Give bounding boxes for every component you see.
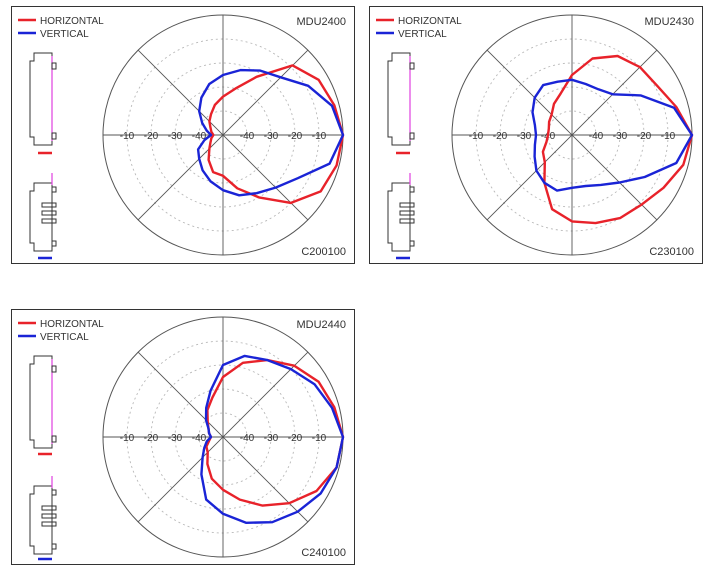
device-outline <box>29 355 53 449</box>
tick-label: -20 <box>493 131 508 142</box>
tick-label: -30 <box>168 131 183 142</box>
polar-chart-mdu2430: HORIZONTAL VERTICAL MDU2430 C230100 -10-… <box>376 14 694 260</box>
device-outline <box>387 182 411 252</box>
device-icon-horizontal <box>387 52 415 146</box>
device-outline <box>29 52 53 146</box>
legend-vertical-label: VERTICAL <box>40 29 89 40</box>
code-label: C240100 <box>301 547 346 559</box>
model-label: MDU2400 <box>296 16 346 28</box>
device-tab <box>51 132 57 140</box>
legend-vertical-label: VERTICAL <box>40 332 89 343</box>
polar-plot: -10 -20 -30 -40 -40 -30 -20 -10 <box>451 14 694 256</box>
tick-label: -10 <box>120 131 135 142</box>
antenna-pattern-panel-mdu2430: HORIZONTAL VERTICAL MDU2430 C230100 -10-… <box>369 6 703 264</box>
tick-label: -20 <box>637 131 652 142</box>
device-tab <box>51 365 57 373</box>
device-fin <box>41 513 57 519</box>
tick-label: -10 <box>120 433 135 444</box>
spoke-line <box>486 49 658 221</box>
device-tab <box>409 62 415 70</box>
tick-label: -20 <box>144 131 159 142</box>
tick-label: -20 <box>288 433 303 444</box>
device-icon-horizontal <box>29 52 57 146</box>
pattern-vertical-series <box>200 354 345 525</box>
tick-label: -30 <box>264 131 279 142</box>
device-fin <box>41 505 57 511</box>
tick-label: -40 <box>192 131 207 142</box>
device-tab <box>51 240 57 247</box>
tick-label: -30 <box>613 131 628 142</box>
pattern-horizontal-series <box>541 54 694 225</box>
device-tab <box>409 186 415 193</box>
polar-plot: -10 -20 -30 -40 -40 -30 -20 -10 <box>102 316 345 558</box>
tick-label: -10 <box>312 131 327 142</box>
device-tab <box>51 489 57 496</box>
tick-label: -10 <box>469 131 484 142</box>
device-icon-horizontal <box>29 355 57 449</box>
device-fin <box>399 218 415 224</box>
spoke-line <box>137 351 309 523</box>
spoke-line <box>137 49 309 221</box>
device-fin <box>41 218 57 224</box>
device-fin <box>41 521 57 527</box>
legend-vertical-label: VERTICAL <box>398 29 447 40</box>
device-outline <box>29 485 53 555</box>
code-label: C200100 <box>301 246 346 258</box>
device-fin <box>399 210 415 216</box>
antenna-pattern-panel-mdu2400: HORIZONTAL VERTICAL MDU2400 C200100 -10-… <box>11 6 355 264</box>
device-tab <box>409 132 415 140</box>
device-outline <box>387 52 411 146</box>
tick-label: -40 <box>240 433 255 444</box>
tick-label: -30 <box>168 433 183 444</box>
model-label: MDU2440 <box>296 319 346 331</box>
polar-chart-mdu2440: HORIZONTAL VERTICAL MDU2440 C240100 -10-… <box>18 316 346 561</box>
device-icon-vertical <box>387 173 415 252</box>
device-fin <box>399 202 415 208</box>
legend-horizontal-label: HORIZONTAL <box>40 16 104 27</box>
tick-label: -40 <box>192 433 207 444</box>
polar-plot: -10 -20 -30 -40 -40 -30 -20 -10 <box>102 14 345 256</box>
device-outline <box>29 182 53 252</box>
tick-label: -10 <box>312 433 327 444</box>
device-tab <box>51 543 57 550</box>
device-icon-vertical <box>29 173 57 252</box>
model-label: MDU2430 <box>644 16 694 28</box>
device-tab <box>409 240 415 247</box>
device-fin <box>41 210 57 216</box>
device-icon-vertical <box>29 476 57 555</box>
tick-label: -20 <box>144 433 159 444</box>
tick-label: -30 <box>264 433 279 444</box>
device-tab <box>51 62 57 70</box>
code-label: C230100 <box>649 246 694 258</box>
tick-label: -40 <box>240 131 255 142</box>
tick-label: -40 <box>589 131 604 142</box>
tick-label: -30 <box>517 131 532 142</box>
tick-label: -20 <box>288 131 303 142</box>
pattern-vertical-series <box>531 78 694 192</box>
polar-chart-mdu2400: HORIZONTAL VERTICAL MDU2400 C200100 -10-… <box>18 14 346 260</box>
device-tab <box>51 186 57 193</box>
tick-label: -10 <box>661 131 676 142</box>
antenna-pattern-panel-mdu2440: HORIZONTAL VERTICAL MDU2440 C240100 -10-… <box>11 309 355 565</box>
pattern-vertical-series <box>196 68 345 197</box>
pattern-horizontal-series <box>207 64 345 205</box>
device-tab <box>51 435 57 443</box>
legend-horizontal-label: HORIZONTAL <box>40 319 104 330</box>
device-fin <box>41 202 57 208</box>
legend-horizontal-label: HORIZONTAL <box>398 16 462 27</box>
